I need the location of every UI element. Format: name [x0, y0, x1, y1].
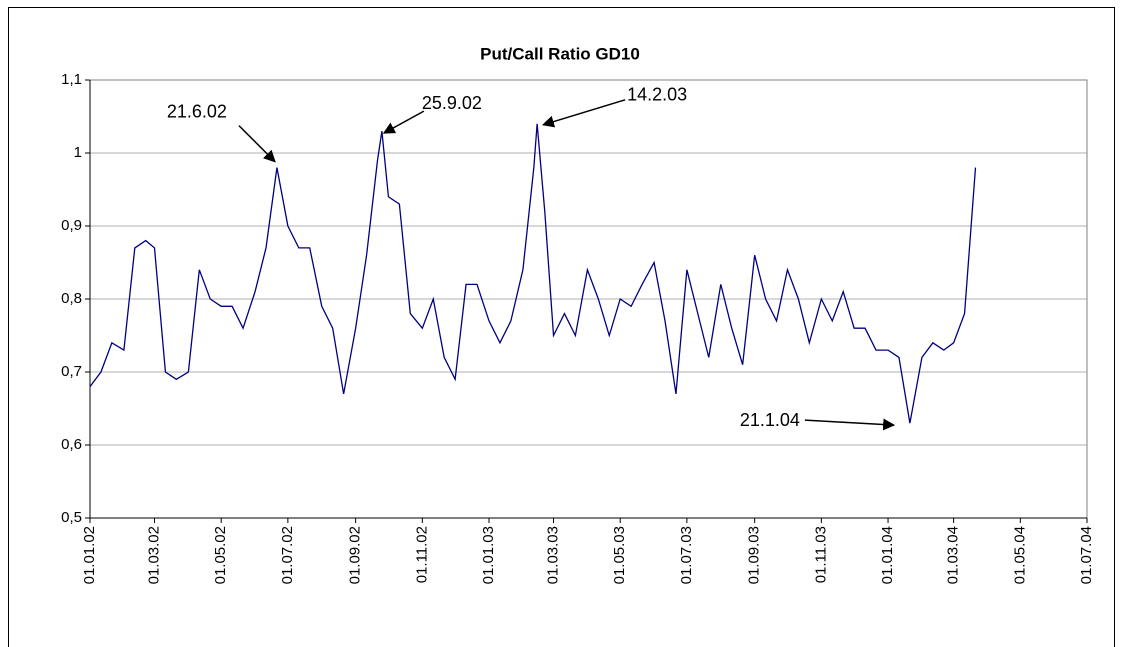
x-tick-label: 01.05.03	[611, 526, 628, 584]
x-tick-label: 01.07.04	[1078, 526, 1095, 584]
annotation-arrow	[238, 125, 276, 163]
y-tick-label: 1,1	[61, 71, 82, 88]
annotation-arrow	[541, 99, 626, 128]
y-tick-label: 0,5	[61, 509, 82, 526]
x-tick-label: 01.05.04	[1011, 526, 1028, 584]
y-tick-label: 1	[74, 144, 82, 161]
y-tick-label: 0,8	[61, 290, 82, 307]
x-tick-label: 01.01.03	[480, 526, 497, 584]
x-tick-label: 01.11.02	[413, 526, 430, 583]
x-tick-label: 01.01.04	[879, 526, 896, 584]
frame	[8, 7, 1115, 647]
annotation-label: 25.9.02	[422, 93, 482, 113]
annotation-label: 21.6.02	[167, 101, 227, 121]
x-tick-label: 01.03.03	[544, 526, 561, 584]
x-tick-label: 01.07.02	[279, 526, 296, 584]
annotation-arrow	[804, 418, 896, 431]
x-tick-label: 01.09.03	[746, 526, 763, 584]
y-tick-label: 0,6	[61, 436, 82, 453]
x-tick-label: 01.03.04	[945, 526, 962, 584]
x-tick-label: 01.07.03	[678, 526, 695, 584]
data-line	[89, 123, 977, 424]
annotation-label: 14.2.03	[627, 85, 687, 105]
x-tick-label: 01.03.02	[145, 526, 162, 584]
y-tick-label: 0,7	[61, 363, 82, 380]
annotation-arrow	[382, 110, 425, 134]
chart-title: Put/Call Ratio GD10	[480, 44, 640, 63]
annotation-label: 21.1.04	[740, 410, 800, 430]
x-tick-label: 01.01.02	[81, 526, 98, 584]
y-tick-label: 0,9	[61, 217, 82, 234]
x-tick-label: 01.11.03	[812, 526, 829, 583]
x-tick-label: 01.05.02	[212, 526, 229, 584]
x-tick-label: 01.09.02	[347, 526, 364, 584]
